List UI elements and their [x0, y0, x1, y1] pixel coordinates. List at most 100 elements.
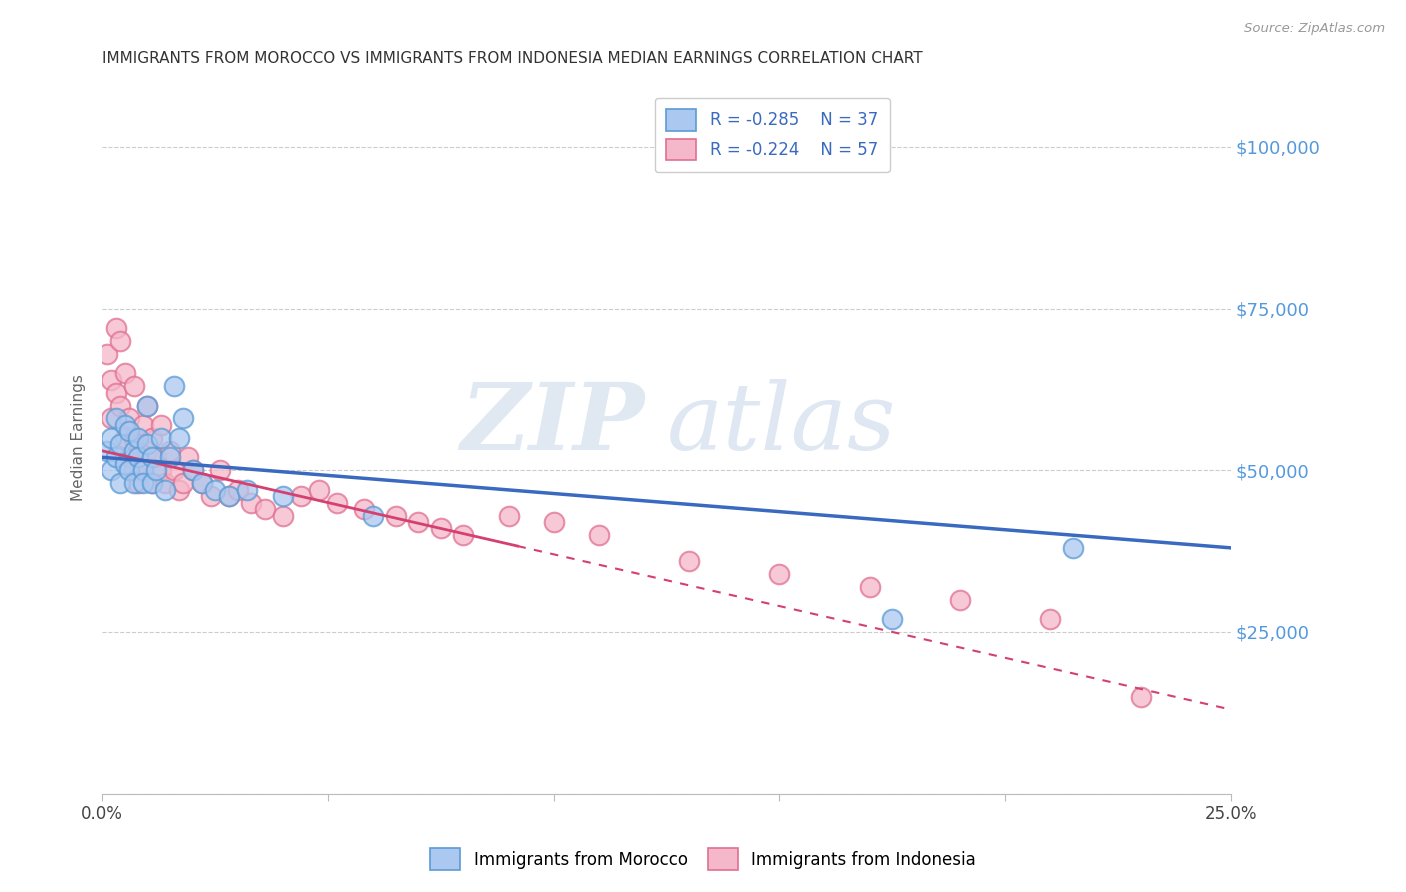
Point [149, 463, 172, 477]
Point [204, 483, 226, 497]
Point [859, 580, 882, 594]
Point [163, 463, 186, 477]
Y-axis label: Median Earnings: Median Earnings [72, 375, 86, 501]
Legend: Immigrants from Morocco, Immigrants from Indonesia: Immigrants from Morocco, Immigrants from… [423, 842, 983, 877]
Point [406, 515, 429, 529]
Point [159, 443, 181, 458]
Point [127, 450, 149, 465]
Point [122, 443, 145, 458]
Point [118, 411, 141, 425]
Point [1062, 541, 1084, 555]
Point [453, 528, 475, 542]
Text: atlas: atlas [666, 379, 896, 468]
Point [110, 399, 132, 413]
Point [498, 508, 520, 523]
Legend: R = -0.285    N = 37, R = -0.224    N = 57: R = -0.285 N = 37, R = -0.224 N = 57 [655, 97, 890, 172]
Point [543, 515, 565, 529]
Point [132, 476, 155, 491]
Point [326, 495, 349, 509]
Text: ZIP: ZIP [460, 379, 644, 468]
Point [114, 457, 136, 471]
Point [141, 476, 163, 491]
Point [127, 437, 149, 451]
Point [110, 334, 132, 348]
Point [132, 457, 155, 471]
Point [141, 450, 163, 465]
Point [100, 431, 122, 445]
Point [208, 463, 231, 477]
Point [155, 476, 177, 491]
Point [253, 502, 276, 516]
Point [100, 373, 122, 387]
Point [1129, 690, 1152, 704]
Point [882, 612, 904, 626]
Point [136, 443, 159, 458]
Point [145, 450, 167, 465]
Point [678, 554, 700, 568]
Point [384, 508, 406, 523]
Point [132, 417, 155, 432]
Point [226, 483, 249, 497]
Point [122, 463, 145, 477]
Point [96, 443, 118, 458]
Point [132, 463, 155, 477]
Point [104, 385, 127, 400]
Text: IMMIGRANTS FROM MOROCCO VS IMMIGRANTS FROM INDONESIA MEDIAN EARNINGS CORRELATION: IMMIGRANTS FROM MOROCCO VS IMMIGRANTS FR… [103, 51, 922, 66]
Point [235, 483, 257, 497]
Text: Source: ZipAtlas.com: Source: ZipAtlas.com [1244, 22, 1385, 36]
Point [136, 437, 159, 451]
Point [271, 508, 294, 523]
Point [290, 489, 312, 503]
Point [118, 425, 141, 439]
Point [136, 399, 159, 413]
Point [149, 431, 172, 445]
Point [271, 489, 294, 503]
Point [361, 508, 384, 523]
Point [218, 489, 240, 503]
Point [110, 476, 132, 491]
Point [122, 379, 145, 393]
Point [114, 417, 136, 432]
Point [114, 431, 136, 445]
Point [104, 450, 127, 465]
Point [163, 379, 186, 393]
Point [1039, 612, 1062, 626]
Point [240, 495, 263, 509]
Point [949, 592, 972, 607]
Point [127, 476, 149, 491]
Point [122, 476, 145, 491]
Point [588, 528, 610, 542]
Point [172, 476, 194, 491]
Point [122, 431, 145, 445]
Point [167, 483, 190, 497]
Point [100, 463, 122, 477]
Point [172, 411, 194, 425]
Point [118, 463, 141, 477]
Point [181, 463, 204, 477]
Point [118, 450, 141, 465]
Point [104, 321, 127, 335]
Point [145, 463, 167, 477]
Point [177, 450, 200, 465]
Point [181, 463, 204, 477]
Point [141, 431, 163, 445]
Point [127, 431, 149, 445]
Point [430, 521, 453, 535]
Point [141, 476, 163, 491]
Point [149, 417, 172, 432]
Point [159, 450, 181, 465]
Point [136, 399, 159, 413]
Point [114, 366, 136, 380]
Point [190, 476, 212, 491]
Point [110, 437, 132, 451]
Point [353, 502, 375, 516]
Point [100, 411, 122, 425]
Point [308, 483, 330, 497]
Point [167, 431, 190, 445]
Point [200, 489, 222, 503]
Point [155, 483, 177, 497]
Point [218, 489, 240, 503]
Point [96, 347, 118, 361]
Point [190, 476, 212, 491]
Point [768, 566, 790, 581]
